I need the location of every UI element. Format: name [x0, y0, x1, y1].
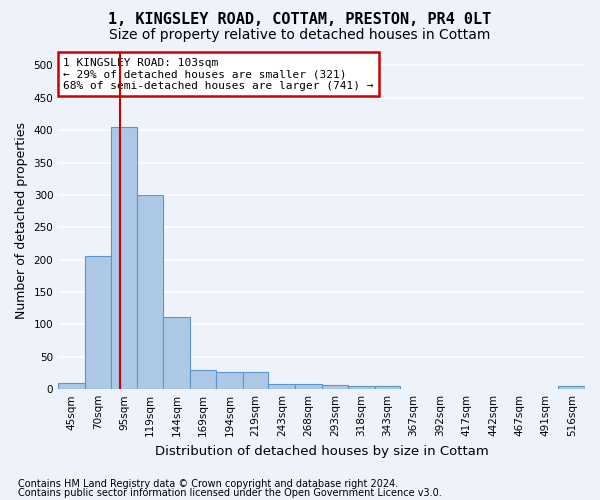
Text: Contains HM Land Registry data © Crown copyright and database right 2024.: Contains HM Land Registry data © Crown c…: [18, 479, 398, 489]
Text: 1, KINGSLEY ROAD, COTTAM, PRESTON, PR4 0LT: 1, KINGSLEY ROAD, COTTAM, PRESTON, PR4 0…: [109, 12, 491, 28]
Y-axis label: Number of detached properties: Number of detached properties: [15, 122, 28, 320]
Bar: [163, 316, 190, 389]
Bar: [322, 386, 348, 389]
Text: 1 KINGSLEY ROAD: 103sqm
← 29% of detached houses are smaller (321)
68% of semi-d: 1 KINGSLEY ROAD: 103sqm ← 29% of detache…: [64, 58, 374, 91]
Bar: [190, 370, 217, 389]
Bar: [374, 386, 400, 389]
Bar: [137, 195, 163, 389]
Bar: [295, 384, 322, 389]
Bar: [243, 372, 268, 389]
Bar: [268, 384, 295, 389]
Bar: [58, 382, 85, 389]
X-axis label: Distribution of detached houses by size in Cottam: Distribution of detached houses by size …: [155, 444, 488, 458]
Text: Size of property relative to detached houses in Cottam: Size of property relative to detached ho…: [109, 28, 491, 42]
Bar: [217, 372, 243, 389]
Bar: [348, 386, 374, 389]
Text: Contains public sector information licensed under the Open Government Licence v3: Contains public sector information licen…: [18, 488, 442, 498]
Bar: [111, 127, 137, 389]
Bar: [85, 256, 111, 389]
Bar: [559, 386, 585, 389]
